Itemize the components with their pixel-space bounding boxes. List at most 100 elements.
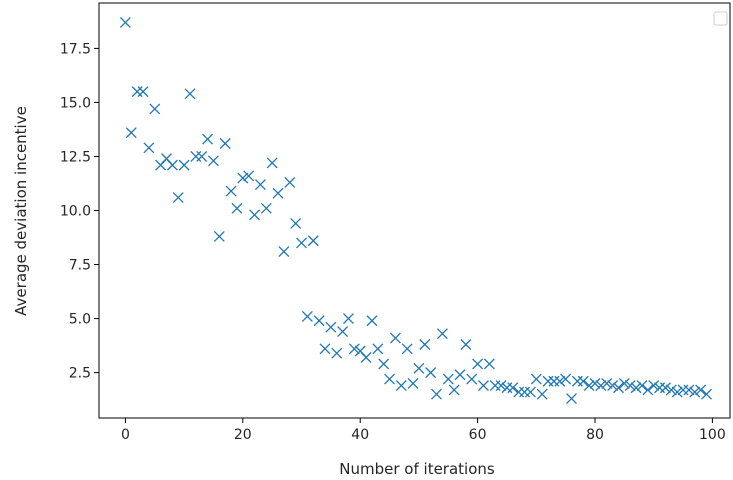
data-point — [290, 218, 302, 229]
data-point — [460, 339, 472, 350]
data-point — [343, 313, 354, 325]
data-point — [313, 315, 325, 327]
data-point — [630, 382, 642, 394]
data-point — [636, 380, 648, 392]
data-point — [325, 321, 337, 333]
x-tick-label: 60 — [469, 427, 487, 443]
data-point — [243, 170, 255, 182]
data-point — [331, 347, 343, 359]
data-point — [665, 384, 677, 396]
data-point — [495, 380, 507, 392]
data-point — [536, 388, 548, 400]
data-point — [178, 159, 190, 171]
y-tick-label: 17.5 — [60, 41, 91, 57]
x-axis-label: Number of iterations — [339, 460, 495, 478]
data-point — [337, 326, 349, 338]
data-point — [478, 380, 489, 392]
x-tick-label: 100 — [699, 427, 726, 443]
y-tick-label: 7.5 — [69, 258, 91, 274]
data-point — [301, 310, 313, 322]
x-tick-label: 80 — [586, 427, 604, 443]
y-axis-ticks: 2.5 5.0 7.5 10.0 12.5 15.0 17.5 — [60, 41, 99, 382]
data-point — [389, 332, 401, 344]
data-point — [202, 133, 214, 145]
data-point — [384, 373, 396, 385]
data-point — [378, 358, 390, 370]
data-point — [296, 237, 307, 249]
y-tick-label: 2.5 — [69, 366, 91, 382]
data-point — [554, 375, 566, 387]
data-point — [695, 384, 707, 396]
data-point — [413, 362, 425, 374]
data-point — [225, 185, 237, 197]
data-point — [618, 377, 630, 389]
data-point — [589, 377, 601, 389]
data-point — [237, 172, 249, 184]
data-point — [454, 369, 466, 381]
data-point — [442, 373, 454, 385]
data-point — [613, 382, 624, 394]
data-point — [213, 230, 225, 242]
data-point — [671, 386, 683, 398]
legend-box — [713, 11, 728, 26]
data-point — [119, 16, 131, 28]
data-point — [448, 384, 460, 396]
data-point — [577, 375, 589, 387]
data-point — [125, 127, 137, 139]
data-point — [166, 159, 178, 171]
data-point — [507, 382, 519, 394]
data-point — [208, 155, 219, 167]
data-point — [307, 235, 319, 247]
data-point — [319, 343, 331, 355]
x-axis-ticks: 0 20 40 60 80 100 — [121, 418, 726, 443]
data-point — [466, 373, 478, 385]
data-point — [372, 343, 384, 355]
y-tick-label: 5.0 — [69, 312, 91, 328]
data-point — [472, 358, 484, 370]
y-tick-label: 12.5 — [60, 149, 91, 165]
data-point — [366, 315, 378, 327]
y-tick-label: 15.0 — [60, 95, 91, 111]
data-point — [172, 192, 184, 203]
y-axis-label: Average deviation incentive — [12, 106, 30, 316]
data-point — [701, 388, 712, 400]
data-point — [348, 343, 360, 355]
data-point — [607, 380, 619, 392]
data-point — [360, 352, 372, 363]
data-point — [642, 384, 654, 396]
x-tick-label: 40 — [351, 427, 369, 443]
data-point — [689, 386, 701, 398]
data-point — [284, 176, 296, 188]
data-point — [266, 157, 278, 169]
data-point — [143, 142, 155, 154]
data-point — [137, 86, 149, 98]
x-tick-label: 20 — [234, 427, 252, 443]
data-point — [566, 393, 577, 405]
data-point — [231, 202, 243, 214]
data-point — [431, 388, 442, 400]
data-points — [119, 16, 712, 405]
data-point — [395, 380, 407, 392]
data-point — [483, 358, 495, 370]
data-point — [149, 103, 161, 115]
y-tick-label: 10.0 — [60, 204, 91, 220]
x-tick-label: 0 — [121, 427, 130, 443]
data-point — [683, 384, 695, 396]
data-point — [219, 138, 231, 149]
data-point — [560, 373, 572, 385]
data-point — [425, 367, 437, 379]
data-point — [196, 151, 208, 162]
data-point — [595, 380, 607, 392]
data-point — [624, 380, 636, 392]
data-point — [648, 380, 660, 392]
data-point — [272, 187, 284, 199]
data-point — [401, 343, 413, 355]
data-point — [659, 382, 671, 394]
data-point — [530, 373, 542, 385]
data-point — [184, 88, 196, 100]
data-point — [583, 380, 595, 392]
data-point — [254, 179, 266, 191]
data-point — [407, 377, 419, 389]
data-point — [278, 246, 290, 258]
